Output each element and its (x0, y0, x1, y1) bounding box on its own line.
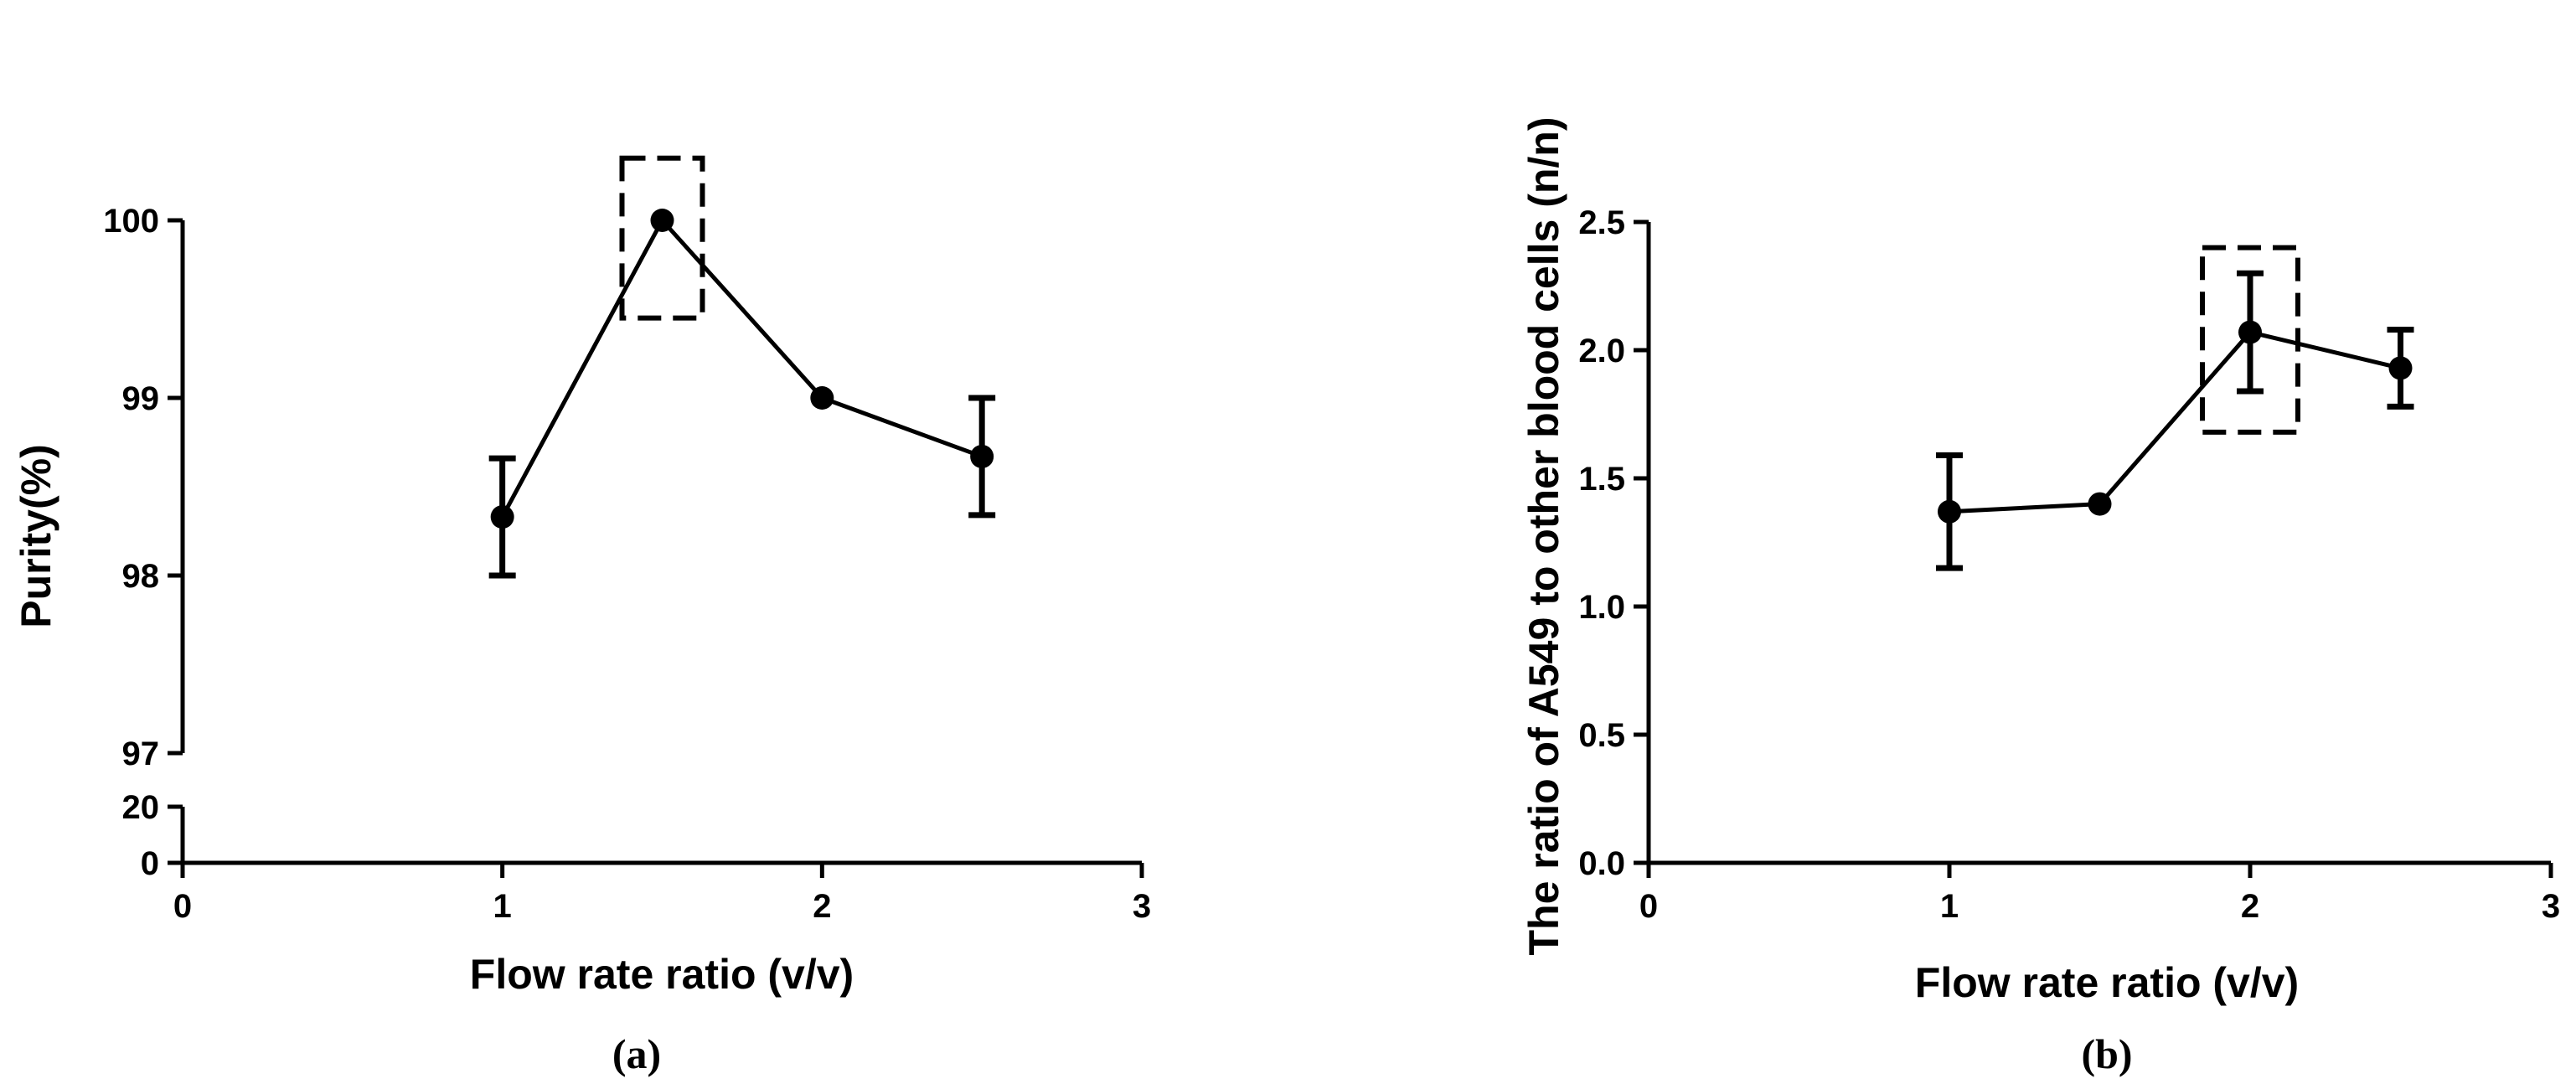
panel-b-label: (b) (2081, 1030, 2132, 1077)
panel-b-y-tick-label-1.0: 1.0 (1578, 589, 1625, 626)
panel-b-y-axis-title: The ratio of A549 to other blood cells (… (1520, 117, 1567, 956)
panel-a-x-tick-label-2: 2 (813, 888, 831, 925)
panel-a-series (488, 155, 996, 579)
panel-a-label: (a) (612, 1030, 661, 1077)
panel-b-data-point-2 (2088, 492, 2112, 516)
panel-b-chart: 0 1 2 3 0.0 0.5 1.0 1.5 2.0 2.5 Flow rate ratio … (1520, 117, 2560, 1077)
panel-b-data-point-3 (2238, 320, 2262, 344)
panel-a-data-point-1 (490, 505, 514, 529)
panel-a-data-point-4 (970, 444, 994, 468)
panel-b-y-ticks: 0.0 0.5 1.0 1.5 2.0 2.5 (1578, 204, 1649, 882)
panel-a-x-axis-title: Flow rate ratio (v/v) (470, 951, 854, 998)
panel-a-y-tick-label-97: 97 (122, 736, 160, 772)
panel-a-y-tick-label-lower-20: 20 (122, 789, 160, 826)
panel-a-y-ticks: 97 98 99 100 0 20 (103, 203, 183, 882)
panel-b-series-line (1949, 330, 2402, 514)
panel-a-series-line (500, 218, 983, 519)
panel-b-y-tick-label-1.5: 1.5 (1578, 461, 1625, 498)
panel-b-y-tick-label-2.5: 2.5 (1578, 204, 1625, 241)
panel-a-x-tick-label-3: 3 (1133, 888, 1151, 925)
panel-a-x-tick-label-0: 0 (173, 888, 192, 925)
panel-a-x-tick-label-1: 1 (493, 888, 512, 925)
panel-b-x-axis-title: Flow rate ratio (v/v) (1915, 959, 2299, 1006)
panel-a-y-tick-label-99: 99 (122, 380, 160, 417)
panel-a-x-ticks: 0 1 2 3 (173, 863, 1151, 925)
panel-a-data-point-2 (650, 209, 674, 232)
panel-a-axes (180, 220, 1142, 865)
panel-b-data-point-4 (2388, 356, 2413, 380)
panel-a-highlight-box (619, 155, 705, 321)
panel-b-series (1936, 245, 2414, 571)
panel-a-y-tick-label-98: 98 (122, 558, 160, 595)
panel-b-y-tick-label-0.5: 0.5 (1578, 717, 1625, 754)
panel-b-x-ticks: 0 1 2 3 (1639, 863, 2560, 925)
panel-b-x-tick-label-1: 1 (1940, 888, 1959, 925)
panel-b-y-tick-label-2.0: 2.0 (1578, 333, 1625, 369)
panel-a-y-tick-label-lower-0: 0 (141, 845, 159, 882)
panel-a-y-axis-title: Purity(%) (13, 444, 59, 627)
panel-a-y-tick-label-100: 100 (103, 203, 159, 240)
panel-a-data-point-3 (810, 386, 834, 410)
panel-b-x-tick-label-2: 2 (2241, 888, 2259, 925)
panel-b-y-tick-label-0.0: 0.0 (1578, 845, 1625, 882)
panel-b-x-tick-label-0: 0 (1639, 888, 1658, 925)
panel-b-x-tick-label-3: 3 (2542, 888, 2560, 925)
panel-b-highlight-box (2200, 245, 2300, 435)
panel-b-data-point-1 (1938, 499, 1961, 524)
panel-b-axes (1646, 222, 2551, 865)
